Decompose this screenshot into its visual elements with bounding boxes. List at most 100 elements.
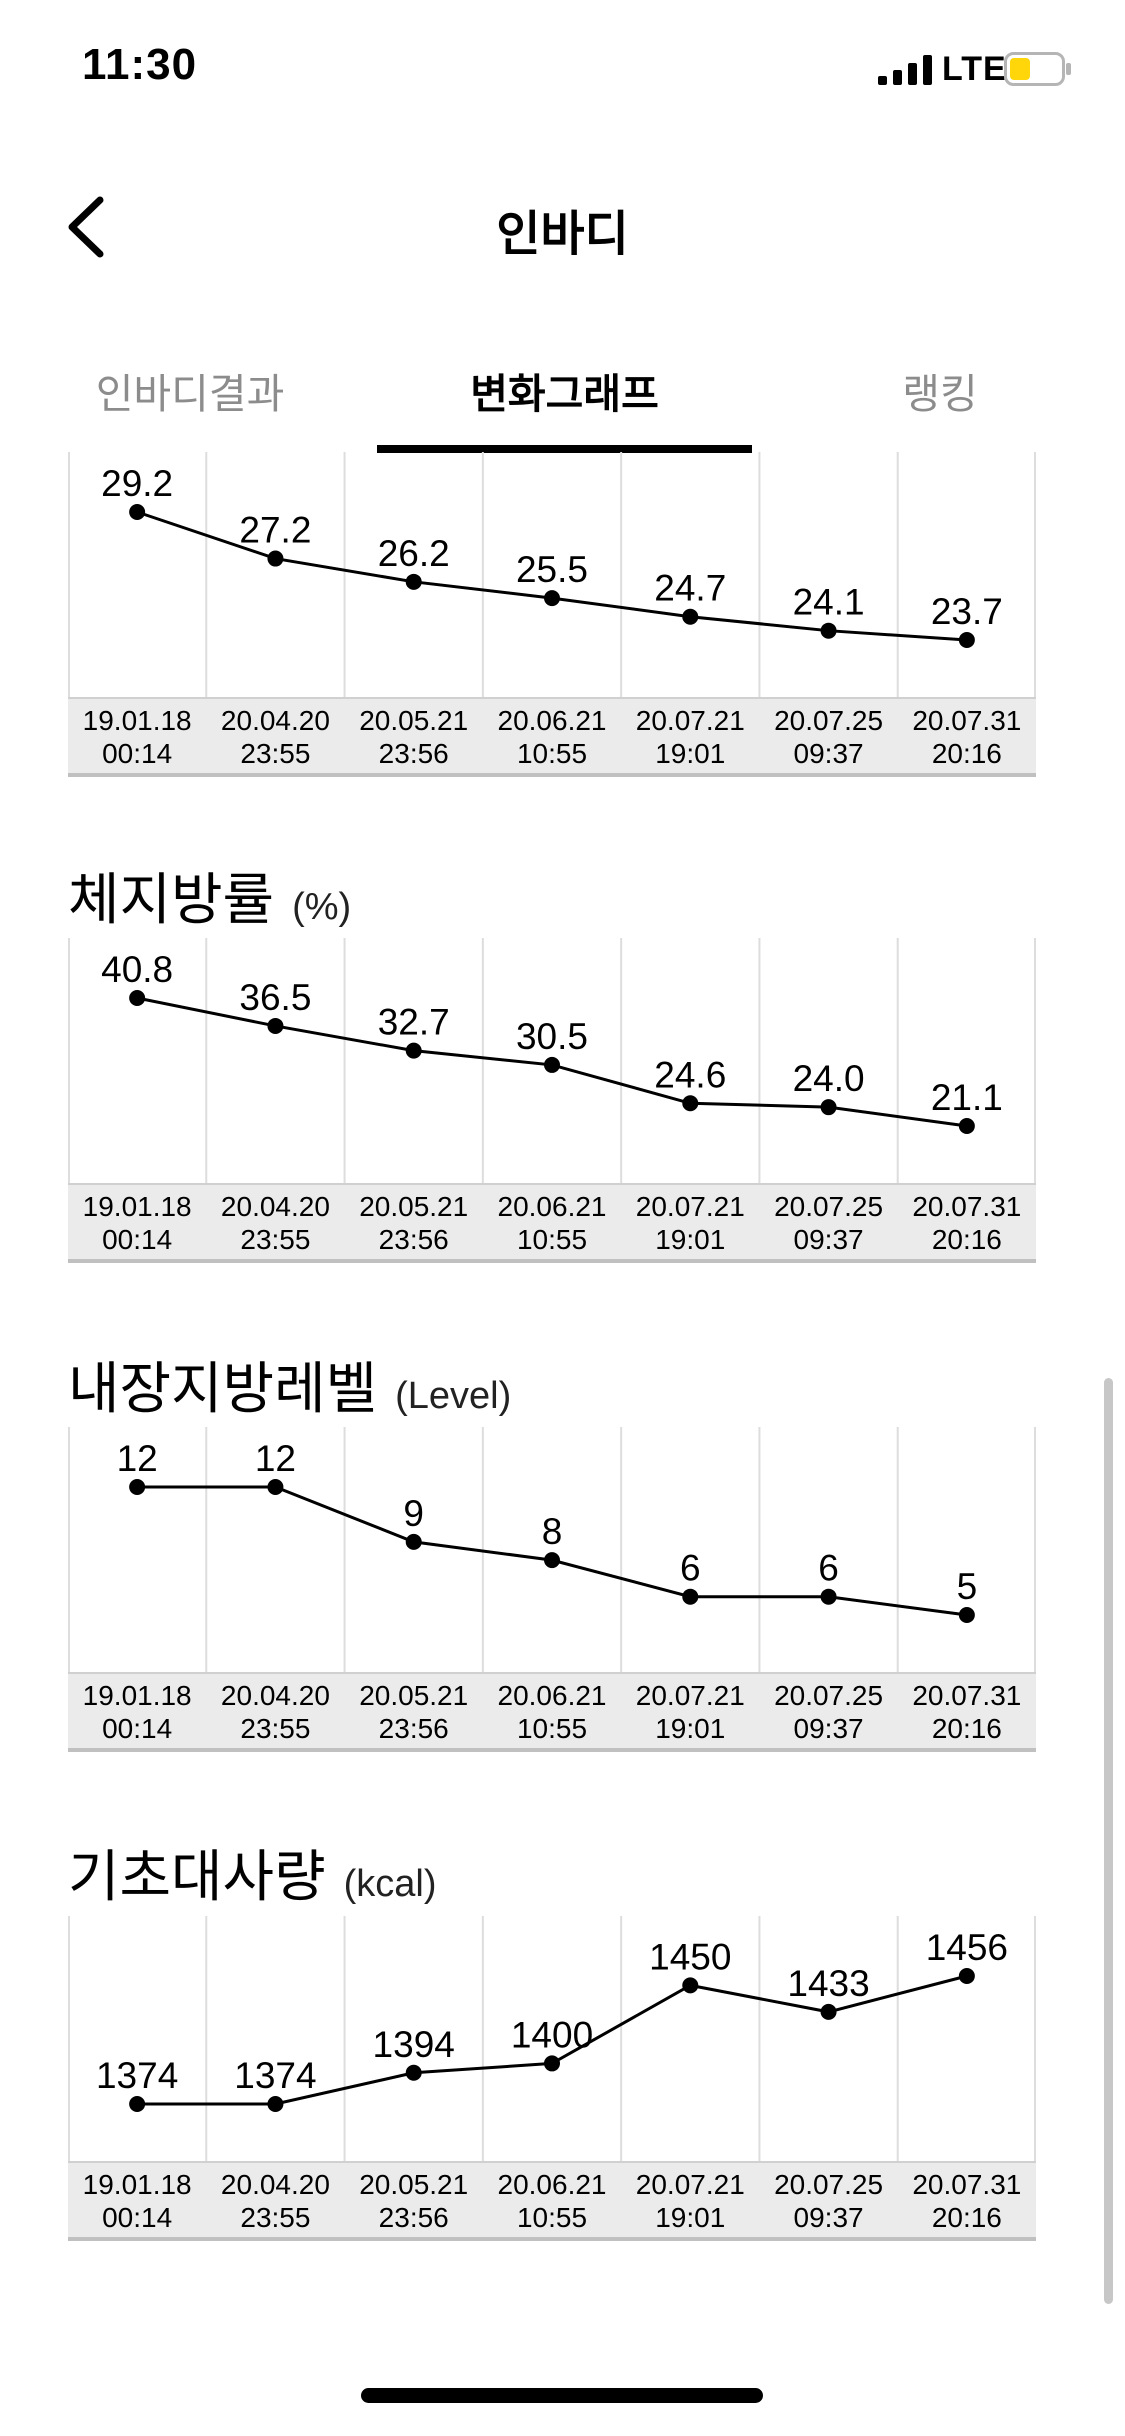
data-label: 12 <box>117 1438 158 1479</box>
x-tick-date: 20.07.31 <box>912 1191 1021 1222</box>
data-label: 6 <box>818 1548 839 1589</box>
data-point[interactable] <box>267 550 284 567</box>
data-label: 30.5 <box>516 1016 588 1057</box>
x-tick-date: 20.06.21 <box>498 1680 607 1711</box>
data-point[interactable] <box>129 504 146 520</box>
x-tick-time: 19:01 <box>655 2202 725 2233</box>
x-tick-time: 20:16 <box>932 738 1002 769</box>
x-tick-date: 20.07.31 <box>912 705 1021 736</box>
data-point[interactable] <box>820 622 837 639</box>
x-tick-date: 19.01.18 <box>83 1680 192 1711</box>
data-point[interactable] <box>544 590 560 607</box>
x-tick-time: 23:55 <box>240 1224 310 1255</box>
data-label: 24.7 <box>654 568 726 609</box>
x-tick-time: 19:01 <box>655 1713 725 1744</box>
data-point[interactable] <box>682 1977 699 1994</box>
data-label: 5 <box>957 1566 978 1607</box>
x-tick-date: 20.07.21 <box>636 1680 745 1711</box>
x-tick-date: 20.05.21 <box>359 1680 468 1711</box>
data-label: 27.2 <box>239 510 311 551</box>
x-tick-time: 00:14 <box>102 738 172 769</box>
x-tick-date: 20.05.21 <box>359 705 468 736</box>
data-point[interactable] <box>682 1095 699 1112</box>
data-point[interactable] <box>544 1056 560 1073</box>
x-tick-date: 20.04.20 <box>221 1191 330 1222</box>
data-point[interactable] <box>820 1588 837 1605</box>
chart-body-weight-partial: 29.2 27.2 26.2 25.5 24.7 24.1 23.7 19.01.18 00:1… <box>68 452 1036 777</box>
data-point[interactable] <box>820 1099 837 1116</box>
data-point[interactable] <box>405 2064 422 2081</box>
data-point[interactable] <box>405 1042 422 1059</box>
section-unit: (kcal) <box>343 1863 437 1905</box>
home-indicator[interactable] <box>361 2388 763 2403</box>
x-tick-date: 20.07.25 <box>774 1191 883 1222</box>
network-type: LTE <box>942 50 1007 88</box>
data-point[interactable] <box>544 2055 560 2072</box>
data-label: 1374 <box>234 2055 316 2096</box>
data-point[interactable] <box>405 1533 422 1550</box>
x-tick-date: 20.06.21 <box>498 1191 607 1222</box>
section-title-text: 체지방률 <box>68 868 275 931</box>
x-tick-time: 10:55 <box>517 2202 587 2233</box>
section-unit: (%) <box>292 886 352 928</box>
x-tick-time: 23:55 <box>240 2202 310 2233</box>
x-tick-time: 00:14 <box>102 2202 172 2233</box>
x-tick-date: 20.07.31 <box>912 1680 1021 1711</box>
data-point[interactable] <box>958 632 975 648</box>
data-point[interactable] <box>267 2096 284 2112</box>
x-tick-date: 20.04.20 <box>221 705 330 736</box>
scrollbar[interactable] <box>1104 1378 1113 2304</box>
data-point[interactable] <box>267 1017 284 1034</box>
x-tick-time: 09:37 <box>794 1713 864 1744</box>
nav-bar: 인바디 <box>0 180 1125 270</box>
data-label: 1374 <box>96 2055 178 2096</box>
data-label: 32.7 <box>378 1002 450 1043</box>
date-axis-band <box>68 2162 1036 2237</box>
x-tick-time: 00:14 <box>102 1713 172 1744</box>
data-label: 1394 <box>373 2024 455 2065</box>
data-point[interactable] <box>405 573 422 590</box>
data-point[interactable] <box>958 1118 975 1134</box>
cellular-signal-icon <box>878 55 932 85</box>
data-label: 23.7 <box>931 591 1003 632</box>
data-label: 1450 <box>649 1936 731 1977</box>
x-tick-time: 20:16 <box>932 1224 1002 1255</box>
data-label: 8 <box>542 1511 563 1552</box>
data-point[interactable] <box>129 2096 146 2112</box>
x-tick-date: 20.07.25 <box>774 2169 883 2200</box>
data-label: 25.5 <box>516 549 588 590</box>
status-time: 11:30 <box>82 40 198 89</box>
tab-change-graph[interactable]: 변화그래프 <box>470 371 659 417</box>
x-tick-time: 23:56 <box>379 2202 449 2233</box>
date-axis-band <box>68 698 1036 773</box>
x-tick-time: 10:55 <box>517 738 587 769</box>
back-button[interactable] <box>60 192 120 262</box>
x-tick-time: 09:37 <box>794 2202 864 2233</box>
tab-inbody-result[interactable]: 인바디결과 <box>95 371 285 417</box>
data-point[interactable] <box>267 1479 284 1495</box>
date-axis-band <box>68 1673 1036 1748</box>
x-tick-time: 19:01 <box>655 738 725 769</box>
data-point[interactable] <box>958 1968 975 1984</box>
x-tick-date: 19.01.18 <box>83 705 192 736</box>
x-tick-date: 20.05.21 <box>359 2169 468 2200</box>
data-label: 29.2 <box>101 463 173 504</box>
data-point[interactable] <box>682 608 699 625</box>
x-tick-date: 20.07.21 <box>636 2169 745 2200</box>
chart-bmr: 1374 1374 1394 1400 1450 1433 1456 19.01.18 00:1… <box>68 1916 1036 2241</box>
line-chart-svg: 1374 1374 1394 1400 1450 1433 1456 19.01.1800:1… <box>68 1916 1036 2241</box>
x-tick-time: 23:55 <box>240 1713 310 1744</box>
tab-ranking[interactable]: 랭킹 <box>902 371 978 417</box>
line-chart-svg: 29.2 27.2 26.2 25.5 24.7 24.1 23.7 19.01.1800:1… <box>68 452 1036 777</box>
data-point[interactable] <box>820 2003 837 2020</box>
data-point[interactable] <box>544 1552 560 1569</box>
page-title: 인바디 <box>496 208 629 261</box>
data-point[interactable] <box>129 990 146 1006</box>
data-label: 1400 <box>511 2014 593 2055</box>
data-point[interactable] <box>129 1479 146 1495</box>
data-label: 1456 <box>926 1927 1008 1968</box>
data-point[interactable] <box>958 1607 975 1623</box>
data-point[interactable] <box>682 1588 699 1605</box>
data-label: 40.8 <box>101 949 173 990</box>
